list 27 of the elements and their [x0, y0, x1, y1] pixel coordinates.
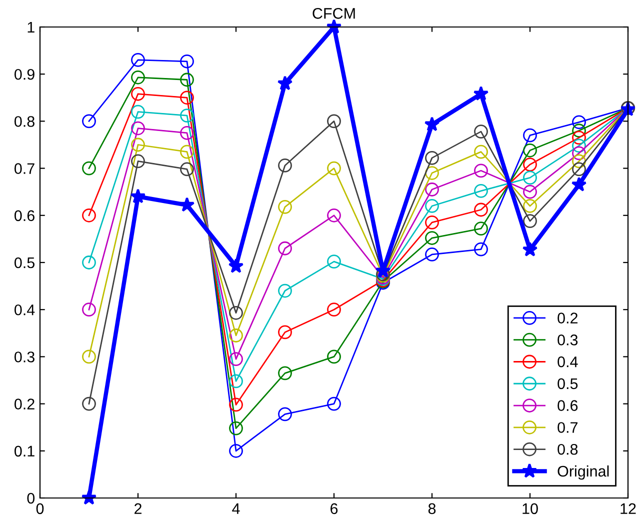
y-tick-label: 0.1: [14, 446, 34, 457]
legend-label: 0.3: [558, 334, 578, 346]
x-tick-label: 2: [134, 503, 142, 514]
legend-label: 0.5: [558, 378, 578, 390]
x-tick-label: 12: [620, 503, 636, 514]
chart-title: CFCM: [312, 8, 355, 19]
y-tick-label: 0.2: [14, 398, 34, 410]
x-tick-label: 4: [232, 503, 240, 514]
y-tick-label: 0.9: [14, 68, 34, 80]
y-tick-label: 0.8: [14, 116, 34, 127]
x-tick-label: 8: [428, 503, 436, 514]
y-tick-label: 1: [28, 22, 34, 33]
x-tick-label: 0: [36, 503, 44, 514]
y-tick-label: 0.7: [14, 163, 34, 174]
x-tick-label: 6: [330, 503, 338, 514]
y-tick-label: 0.3: [14, 352, 34, 362]
y-tick-label: 0: [27, 492, 35, 504]
legend-label: Original: [558, 465, 609, 480]
y-tick-label: 0.5: [14, 257, 34, 268]
legend-label: 0.4: [558, 356, 578, 368]
y-tick-label: 0.4: [14, 304, 35, 316]
legend-label: 0.8: [558, 444, 578, 455]
y-tick-label: 0.6: [14, 210, 34, 222]
x-tick-label: 10: [522, 503, 538, 514]
legend-label: 0.7: [558, 422, 578, 433]
legend-label: 0.2: [558, 312, 578, 324]
legend-label: 0.6: [558, 400, 578, 412]
